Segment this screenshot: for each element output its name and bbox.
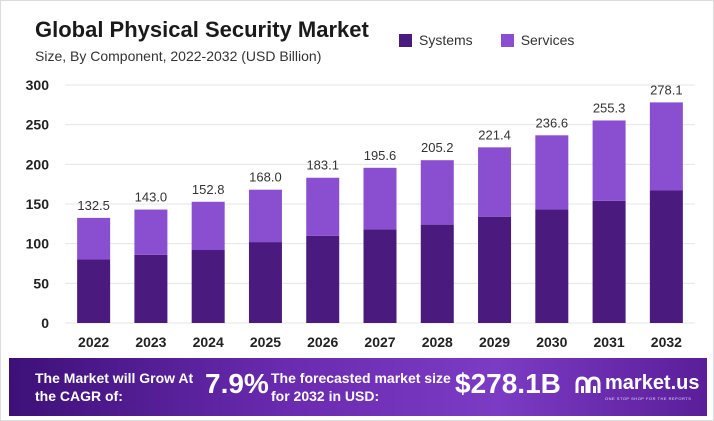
y-tick-label-100: 100 [26, 236, 50, 252]
bar-systems-2031 [592, 200, 626, 323]
total-label-2028: 205.2 [421, 140, 454, 155]
total-label-2023: 143.0 [135, 190, 168, 205]
bar-services-2028 [420, 160, 454, 225]
total-label-2026: 183.1 [306, 158, 339, 173]
chart-subtitle: Size, By Component, 2022-2032 (USD Billi… [35, 48, 322, 64]
total-label-2029: 221.4 [478, 127, 511, 142]
x-tick-label-2022: 2022 [78, 334, 109, 350]
bar-services-2030 [535, 135, 569, 210]
cagr-text: The Market will Grow At the CAGR of: [35, 370, 194, 404]
bar-systems-2024 [191, 250, 225, 323]
x-tick-label-2026: 2026 [307, 334, 338, 350]
legend-label-systems: Systems [419, 32, 473, 48]
bar-services-2023 [134, 209, 168, 255]
bar-systems-2027 [363, 229, 397, 323]
bar-systems-2026 [306, 235, 340, 323]
y-tick-label-300: 300 [26, 77, 50, 93]
market-us-logo: market.us ONE STOP SHOP FOR THE REPORTS [575, 372, 703, 406]
legend-item-systems: Systems [399, 32, 473, 48]
chart-title: Global Physical Security Market [35, 17, 369, 42]
total-label-2025: 168.0 [249, 170, 282, 185]
forecast-value: $278.1B [455, 368, 561, 399]
bar-services-2031 [592, 120, 626, 201]
y-tick-label-150: 150 [26, 196, 50, 212]
total-label-2027: 195.6 [364, 148, 397, 163]
x-tick-label-2031: 2031 [594, 334, 625, 350]
bar-systems-2030 [535, 209, 569, 323]
y-tick-label-200: 200 [26, 156, 50, 172]
x-tick-label-2029: 2029 [479, 334, 510, 350]
summary-banner: The Market will Grow At the CAGR of: 7.9… [9, 358, 707, 416]
bar-systems-2023 [134, 254, 168, 323]
legend-swatch-systems [399, 33, 412, 47]
bar-services-2024 [191, 201, 225, 251]
bar-systems-2025 [248, 242, 282, 323]
x-tick-label-2023: 2023 [135, 334, 166, 350]
bar-services-2026 [306, 177, 340, 236]
bar-systems-2022 [77, 259, 111, 323]
x-tick-label-2025: 2025 [250, 334, 281, 350]
market-us-logo-icon [575, 376, 601, 393]
bar-services-2022 [77, 217, 111, 260]
total-label-2032: 278.1 [650, 82, 683, 97]
total-label-2024: 152.8 [192, 182, 225, 197]
bar-services-2029 [478, 147, 512, 217]
chart-legend: Systems Services [399, 32, 574, 48]
total-label-2030: 236.6 [536, 115, 569, 130]
bar-services-2032 [649, 102, 683, 191]
bar-chart: 0 50 100 150 200 250 300 132.5 2022 143.0 2023 152.… [26, 77, 695, 350]
total-label-2022: 132.5 [77, 198, 110, 213]
bar-services-2027 [363, 167, 397, 230]
x-tick-label-2024: 2024 [193, 334, 224, 350]
bar-systems-2032 [649, 190, 683, 323]
x-tick-label-2032: 2032 [651, 334, 682, 350]
y-tick-label-0: 0 [41, 315, 49, 331]
x-tick-label-2030: 2030 [536, 334, 567, 350]
x-tick-label-2028: 2028 [422, 334, 453, 350]
cagr-value: 7.9% [205, 368, 269, 399]
forecast-text: The forecasted market size for 2032 in U… [271, 370, 451, 404]
bar-systems-2029 [478, 216, 512, 323]
x-tick-label-2027: 2027 [364, 334, 395, 350]
total-label-2031: 255.3 [593, 100, 626, 115]
y-tick-label-50: 50 [33, 275, 49, 291]
legend-label-services: Services [520, 32, 575, 48]
bar-services-2025 [248, 189, 282, 243]
logo-name: market.us [605, 372, 700, 394]
legend-swatch-services [500, 33, 514, 47]
legend-item-services: Services [500, 32, 575, 48]
y-tick-label-250: 250 [26, 117, 50, 133]
bar-systems-2028 [420, 224, 454, 323]
logo-tagline: ONE STOP SHOP FOR THE REPORTS [605, 396, 692, 401]
